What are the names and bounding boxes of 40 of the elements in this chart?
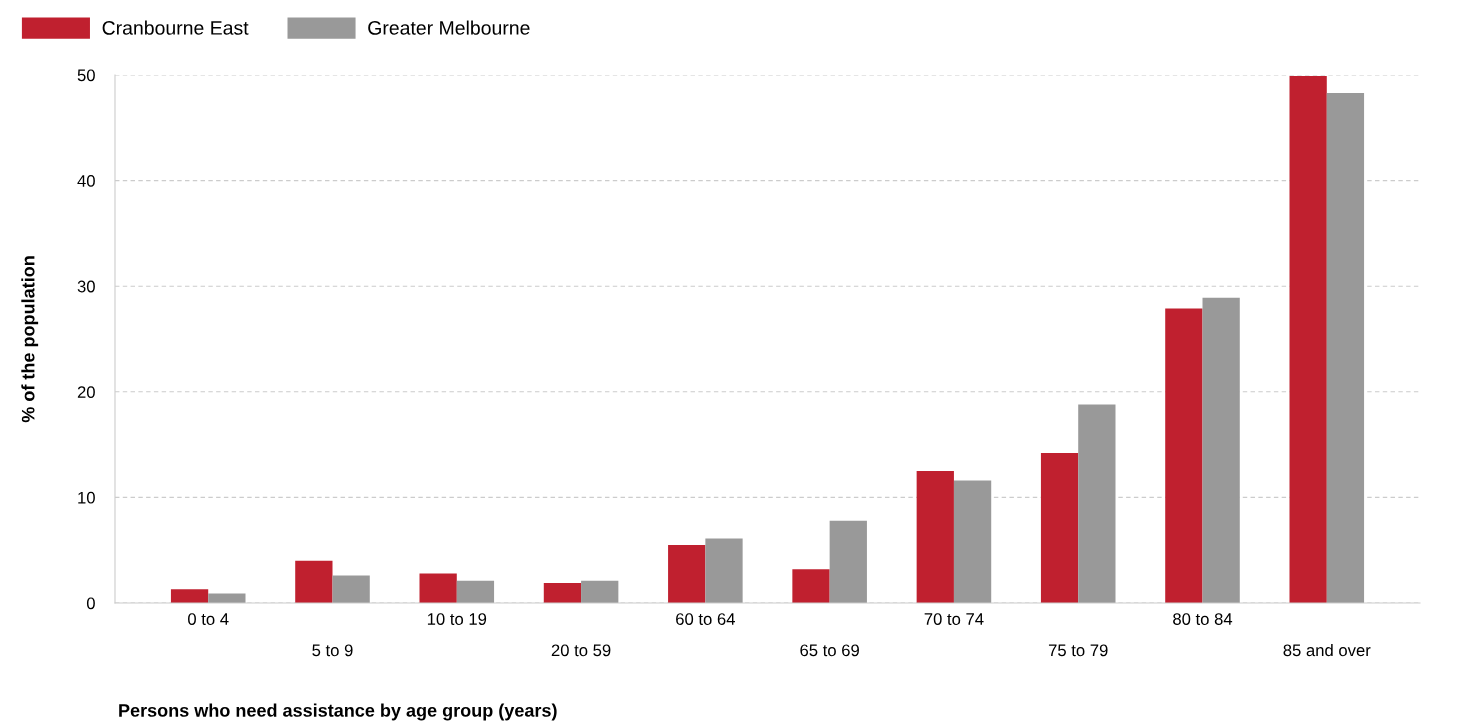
x-tick-label: 65 to 69 <box>800 644 859 657</box>
y-tick-label: 20 <box>77 386 95 398</box>
x-tick-label: 70 to 74 <box>924 613 984 625</box>
x-tick-label: 10 to 19 <box>427 613 487 625</box>
y-tick-label: 30 <box>77 280 95 293</box>
bar <box>829 520 867 603</box>
x-tick-label: 80 to 84 <box>1173 613 1233 625</box>
bar <box>543 582 582 603</box>
bar <box>1078 404 1116 603</box>
x-axis-title: Persons who need assistance by age group (years) <box>119 703 557 721</box>
bar <box>419 573 457 603</box>
bar <box>705 538 743 603</box>
legend-label: Greater Melbourne <box>368 20 530 35</box>
x-tick-label: 5 to 9 <box>312 644 353 657</box>
legend-label: Cranbourne East <box>102 20 249 35</box>
x-tick-label: 20 to 59 <box>551 644 611 657</box>
bar <box>953 480 992 603</box>
bar <box>1289 76 1327 603</box>
x-tick-label: 85 and over <box>1283 643 1371 657</box>
bar <box>792 569 830 603</box>
bar <box>1165 308 1203 603</box>
bar <box>1326 92 1365 603</box>
x-tick-label: 0 to 4 <box>188 613 229 625</box>
bar <box>208 593 246 603</box>
bar <box>916 471 954 603</box>
bar <box>1040 453 1079 603</box>
bar <box>581 580 619 603</box>
bar <box>170 589 209 603</box>
bar <box>1202 297 1240 603</box>
y-tick-label: 10 <box>78 491 95 504</box>
bar <box>456 580 495 603</box>
bar <box>332 575 370 603</box>
x-tick-label: 75 to 79 <box>1048 644 1108 657</box>
y-tick-label: 50 <box>77 69 95 82</box>
y-axis-title: % of the population <box>21 256 39 423</box>
y-tick-label: 0 <box>86 597 95 610</box>
bar <box>295 560 333 603</box>
y-tick-label: 40 <box>77 175 95 187</box>
bar <box>668 544 706 603</box>
x-tick-label: 60 to 64 <box>676 613 735 625</box>
